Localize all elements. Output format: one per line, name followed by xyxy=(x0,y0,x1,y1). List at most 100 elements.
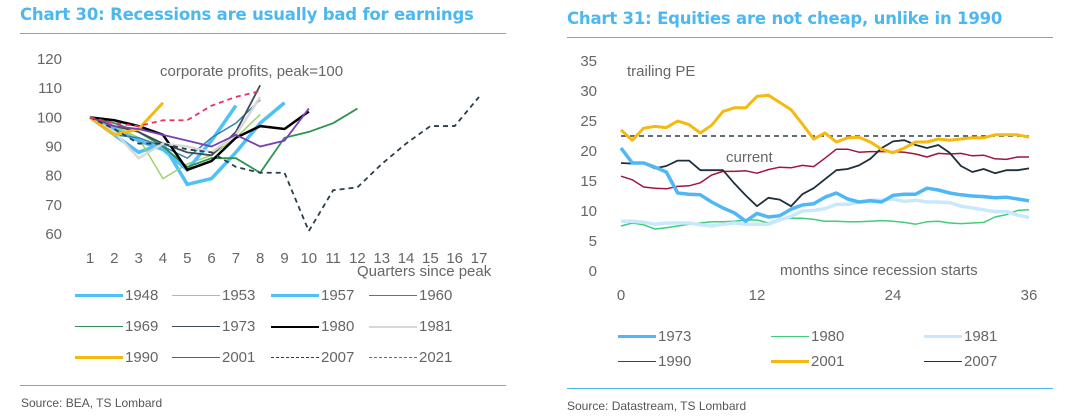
legend-label: 2007 xyxy=(964,353,998,370)
legend-swatch xyxy=(75,326,123,327)
legend-label: 2001 xyxy=(811,353,845,370)
left-legend-item-1957: 1957 xyxy=(271,287,354,304)
left-chart-plot: corporate profits, peak=100 60 70 80 90 100 1… xyxy=(37,51,492,280)
legend-swatch xyxy=(924,361,962,362)
left-legend-item-1981: 1981 xyxy=(369,318,452,335)
left-title-rule xyxy=(20,33,506,34)
left-legend-item-1953: 1953 xyxy=(172,287,255,304)
left-legend-item-2007: 2007 xyxy=(271,349,354,366)
left-x-tick-label: 8 xyxy=(256,250,264,267)
legend-label: 1990 xyxy=(125,349,159,366)
right-chart-panel: Chart 31: Equities are not cheap, unlike… xyxy=(540,0,1069,419)
right-legend-item-1973: 1973 xyxy=(618,328,691,345)
legend-label: 1981 xyxy=(419,318,453,335)
left-x-tick-label: 1 xyxy=(86,250,94,267)
legend-label: 1980 xyxy=(321,318,355,335)
left-legend-item-1990: 1990 xyxy=(75,349,158,366)
left-x-tick-label: 2 xyxy=(110,250,118,267)
right-y-tick-label: 35 xyxy=(580,53,597,70)
left-series-line-2021 xyxy=(89,90,261,127)
legend-swatch xyxy=(75,356,123,359)
right-legend-item-1981: 1981 xyxy=(924,328,997,345)
legend-label: 1981 xyxy=(964,328,998,345)
legend-swatch xyxy=(172,357,220,358)
right-series-line-1981 xyxy=(621,197,1030,228)
legend-label: 1980 xyxy=(811,328,845,345)
legend-swatch xyxy=(172,326,220,327)
left-series-line-1990 xyxy=(89,101,165,137)
right-legend-item-1980: 1980 xyxy=(771,328,844,345)
right-y-tick-label: 15 xyxy=(580,173,597,190)
left-x-tick-label: 10 xyxy=(300,250,317,267)
right-x-tick-label: 24 xyxy=(885,287,902,304)
right-y-tick-label: 30 xyxy=(580,83,597,100)
left-x-tick-label: 15 xyxy=(422,250,439,267)
legend-label: 1969 xyxy=(125,318,159,335)
legend-label: 1948 xyxy=(125,287,159,304)
left-y-tick-label: 120 xyxy=(37,51,62,68)
left-x-tick-label: 13 xyxy=(373,250,390,267)
legend-swatch xyxy=(271,357,319,358)
left-series-line-2007 xyxy=(89,96,480,234)
left-x-tick-label: 3 xyxy=(134,250,142,267)
left-x-tick-label: 6 xyxy=(207,250,215,267)
left-x-tick-label: 12 xyxy=(349,250,366,267)
left-chart-panel: Chart 30: Recessions are usually bad for… xyxy=(0,0,530,419)
legend-label: 1990 xyxy=(658,353,692,370)
left-y-tick-label: 80 xyxy=(45,168,62,185)
right-x-axis-label: months since recession starts xyxy=(780,262,978,279)
left-x-tick-label: 5 xyxy=(183,250,191,267)
left-chart-title: Chart 30: Recessions are usually bad for… xyxy=(20,5,474,24)
legend-label: 1953 xyxy=(222,287,256,304)
left-y-tick-label: 60 xyxy=(45,226,62,243)
right-chart-plot: trailing PE current 0 5 10 15 20 25 30 35 0 12 24… xyxy=(580,53,1038,304)
left-chart-annotation: corporate profits, peak=100 xyxy=(160,63,343,80)
right-legend-item-2007: 2007 xyxy=(924,353,997,370)
legend-swatch xyxy=(618,361,656,362)
legend-swatch xyxy=(369,295,417,296)
current-line-label: current xyxy=(726,149,774,166)
left-legend-item-1973: 1973 xyxy=(172,318,255,335)
right-y-tick-label: 25 xyxy=(580,113,597,130)
left-x-tick-label: 14 xyxy=(398,250,415,267)
left-legend-item-1960: 1960 xyxy=(369,287,452,304)
legend-label: 1973 xyxy=(222,318,256,335)
right-x-tick-label: 12 xyxy=(749,287,766,304)
legend-swatch xyxy=(369,357,417,358)
left-series-line-2001 xyxy=(89,108,310,148)
right-x-tick-label: 36 xyxy=(1021,287,1038,304)
left-y-tick-label: 110 xyxy=(38,80,62,97)
left-x-tick-label: 17 xyxy=(471,250,488,267)
right-y-tick-label: 0 xyxy=(589,263,597,280)
left-y-tick-label: 100 xyxy=(37,109,62,126)
legend-swatch xyxy=(618,335,656,338)
right-series-line-2007 xyxy=(620,139,1030,208)
left-x-tick-label: 16 xyxy=(446,250,463,267)
legend-swatch xyxy=(172,295,220,296)
legend-label: 1960 xyxy=(419,287,453,304)
right-y-tick-label: 5 xyxy=(589,233,597,250)
legend-swatch xyxy=(771,360,809,363)
left-x-tick-label: 4 xyxy=(159,250,167,267)
left-chart-source: Source: BEA, TS Lombard xyxy=(21,396,163,410)
left-legend-item-2001: 2001 xyxy=(172,349,255,366)
legend-label: 2001 xyxy=(222,349,256,366)
legend-swatch xyxy=(75,294,123,297)
legend-label: 2007 xyxy=(321,349,355,366)
right-legend-item-1990: 1990 xyxy=(618,353,691,370)
left-source-rule xyxy=(20,385,506,386)
left-x-tick-label: 11 xyxy=(325,250,341,267)
legend-swatch xyxy=(369,325,417,328)
right-title-rule xyxy=(567,37,1053,38)
left-y-tick-label: 70 xyxy=(45,197,62,214)
legend-label: 1973 xyxy=(658,328,692,345)
left-legend-item-1969: 1969 xyxy=(75,318,158,335)
left-legend-item-1948: 1948 xyxy=(75,287,158,304)
left-legend-item-2021: 2021 xyxy=(369,349,452,366)
left-series-line-1957 xyxy=(89,104,238,173)
right-x-tick-label: 0 xyxy=(617,287,625,304)
right-series-line-1980 xyxy=(620,209,1030,230)
legend-swatch xyxy=(924,335,962,338)
legend-swatch xyxy=(271,325,319,328)
right-series-line-1990 xyxy=(620,148,1029,190)
